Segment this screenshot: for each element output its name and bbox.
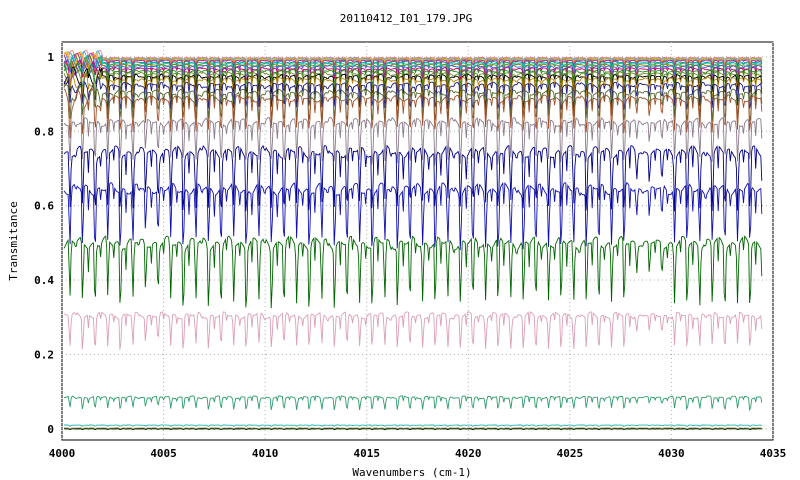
x-tick-label: 4005 bbox=[150, 447, 177, 460]
series-line bbox=[63, 181, 763, 251]
x-tick-label: 4035 bbox=[760, 447, 787, 460]
x-axis-label: Wavenumbers (cm-1) bbox=[352, 466, 471, 479]
y-axis-ticks: 0 0.2 0.4 0.6 0.8 1 bbox=[34, 51, 54, 436]
series-line bbox=[63, 53, 763, 76]
series-line bbox=[63, 82, 763, 122]
series-layer bbox=[63, 49, 763, 431]
series-line bbox=[63, 50, 763, 67]
series-line bbox=[63, 235, 763, 309]
y-axis-label: Transmitance bbox=[7, 201, 20, 280]
series-line bbox=[63, 52, 763, 70]
series-line bbox=[63, 65, 763, 96]
x-tick-label: 4020 bbox=[455, 447, 482, 460]
series-line bbox=[63, 75, 763, 110]
y-tick-label: 0.4 bbox=[34, 274, 54, 287]
series-line bbox=[64, 427, 762, 430]
series-line bbox=[63, 58, 763, 79]
x-axis-ticks: 4000 4005 4010 4015 4020 4025 4030 4035 bbox=[49, 447, 787, 460]
x-tick-label: 4015 bbox=[353, 447, 380, 460]
x-tick-label: 4000 bbox=[49, 447, 76, 460]
series-line bbox=[63, 87, 763, 139]
series-line bbox=[63, 59, 763, 85]
series-line bbox=[63, 66, 763, 99]
series-line bbox=[63, 71, 763, 101]
series-line bbox=[63, 51, 763, 69]
series-line bbox=[63, 117, 763, 166]
x-tick-label: 4010 bbox=[252, 447, 279, 460]
series-line bbox=[63, 62, 763, 91]
series-line bbox=[63, 49, 763, 66]
plot-frame bbox=[61, 41, 774, 441]
y-tick-label: 0.8 bbox=[34, 125, 54, 138]
series-line bbox=[64, 428, 762, 431]
x-tick-label: 4025 bbox=[557, 447, 584, 460]
series-line bbox=[63, 52, 763, 74]
series-line bbox=[63, 55, 763, 77]
series-line bbox=[63, 395, 763, 412]
series-line bbox=[63, 311, 763, 350]
series-line bbox=[63, 144, 763, 212]
x-tick-label: 4030 bbox=[658, 447, 685, 460]
y-tick-label: 1 bbox=[47, 51, 54, 64]
y-tick-label: 0 bbox=[47, 423, 54, 436]
y-tick-label: 0.6 bbox=[34, 200, 54, 213]
series-line bbox=[64, 424, 763, 427]
y-tick-label: 0.2 bbox=[34, 348, 54, 361]
chart-title: 20110412_I01_179.JPG bbox=[340, 12, 472, 25]
